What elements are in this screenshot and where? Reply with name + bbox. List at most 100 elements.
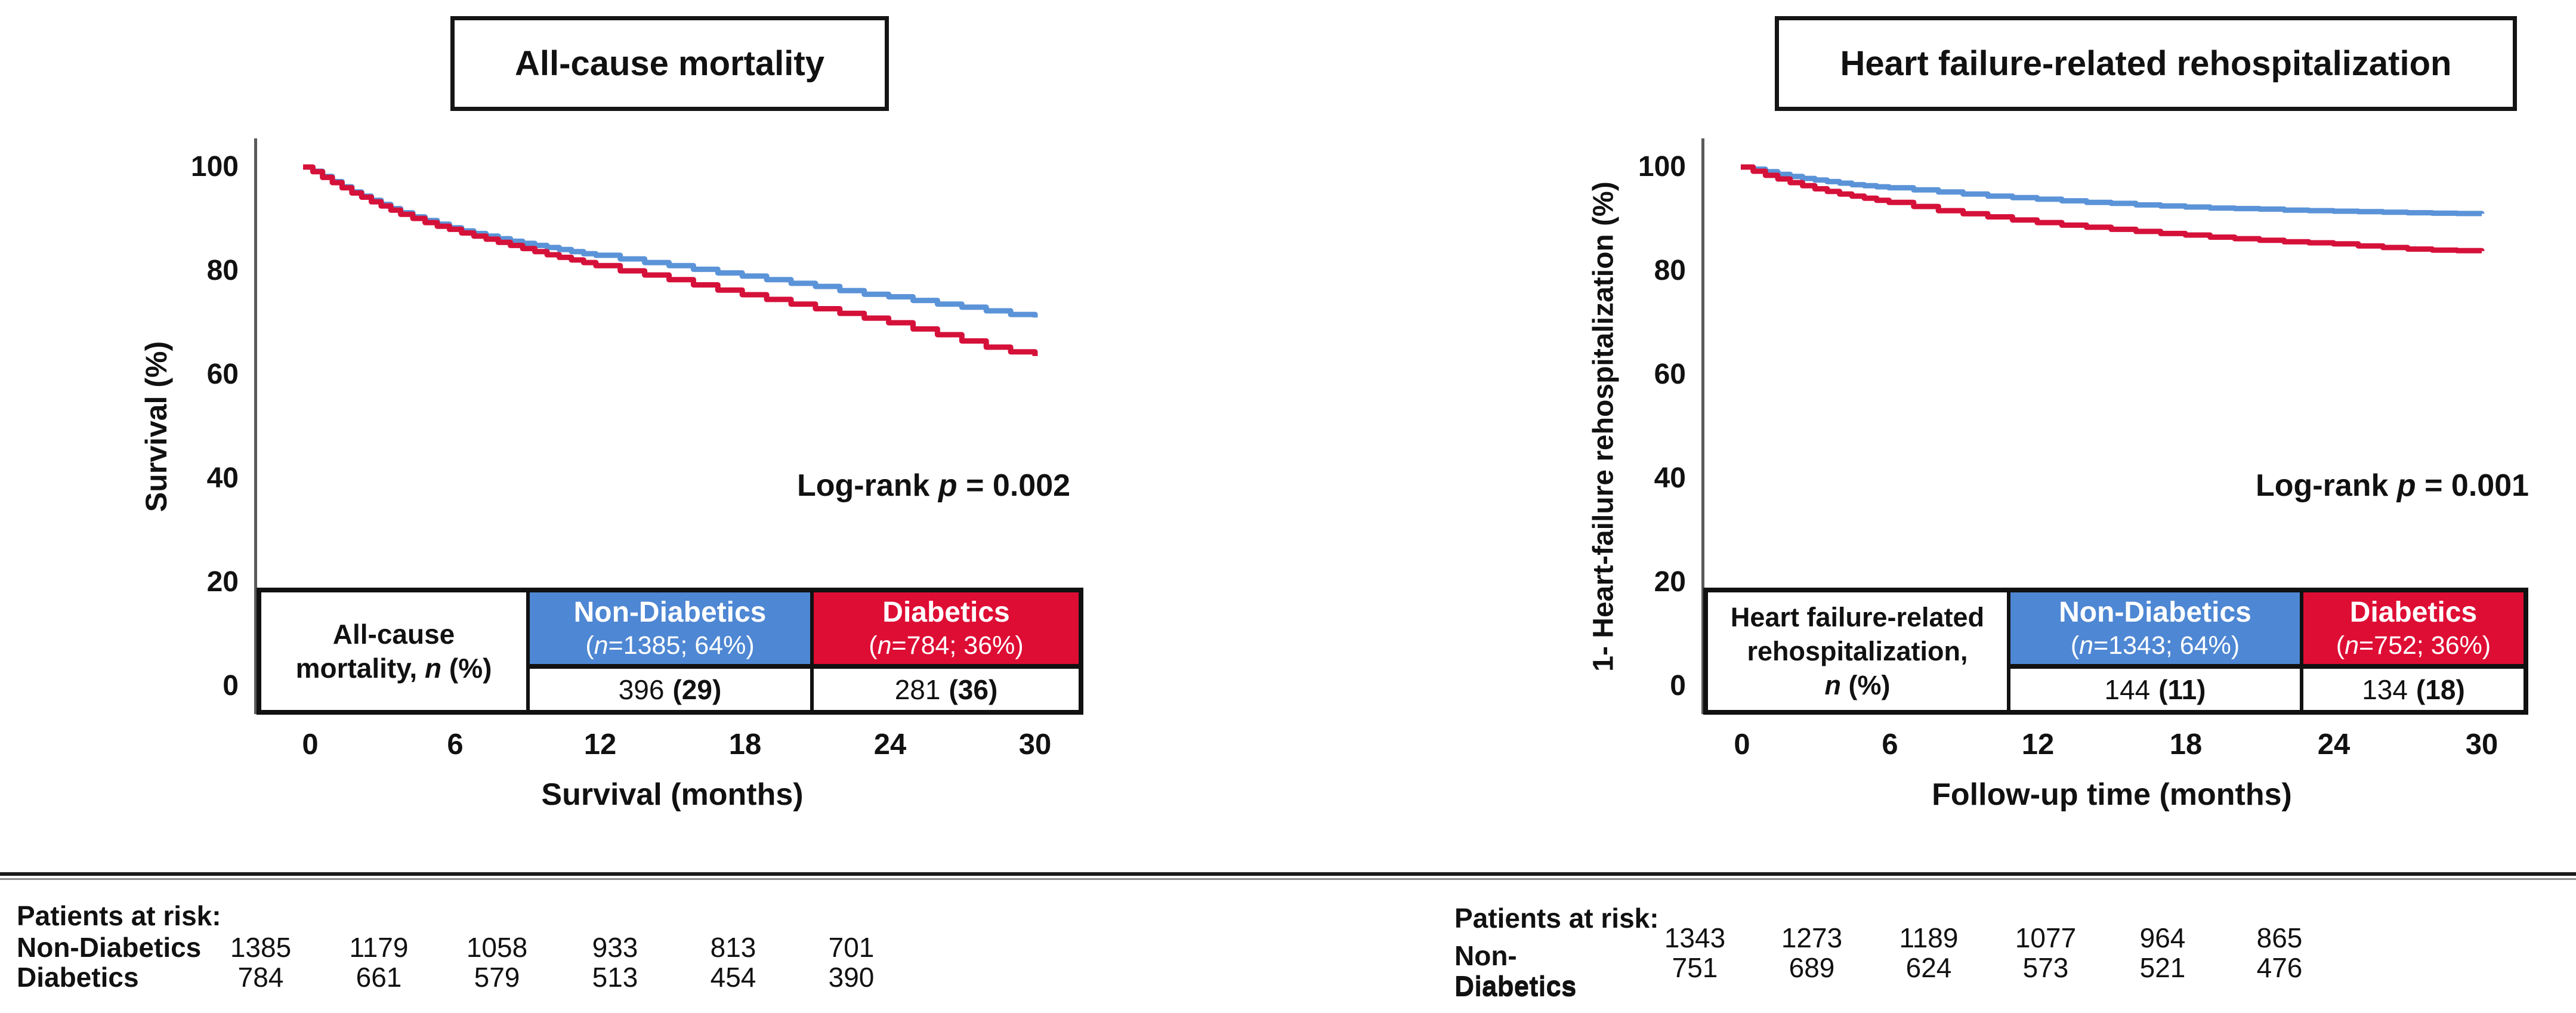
right-xtick-0: 0 [1734, 728, 1750, 761]
left-nd-events-n: 396 [618, 674, 665, 705]
right-xtick-24: 24 [2317, 728, 2350, 761]
right-table-header-diabetics-n: (n=752; 36%) [2336, 630, 2491, 661]
right-at-risk-title: Patients at risk: [1454, 903, 1659, 934]
rnd-n-open: ( [2070, 631, 2080, 660]
right-x-axis-title: Follow-up time (months) [1932, 777, 2292, 812]
right-table-header-diabetics: Diabetics (n=752; 36%) [2303, 592, 2524, 669]
left-logrank-p: p [938, 468, 957, 503]
left-logrank-text: Log-rank [796, 468, 938, 503]
right-y-axis-line [1701, 138, 1704, 714]
right-table-header-diabetics-name: Diabetics [2349, 597, 2478, 628]
left-table-label-line1: All-cause [332, 618, 455, 650]
nd-n-rest: =1385; 64%) [608, 631, 755, 660]
right-ytick-40: 40 [1654, 462, 1686, 494]
right-table-label-line1: Heart failure-related [1730, 602, 1985, 632]
right-table-header-non-diabetics-n: (n=1343; 64%) [2071, 630, 2240, 661]
d-n-italic: n [877, 631, 892, 660]
left-at-risk-row-non-diabetics: Non-Diabetics 1385 1179 1058 933 813 701 [17, 932, 910, 963]
left-table-label-line2-post: (%) [441, 652, 492, 684]
at-risk-value: 865 [2256, 922, 2303, 953]
right-km-curve-non-diabetics [1741, 164, 2485, 217]
right-summary-table: Heart failure-related rehospitalization,… [1703, 588, 2528, 715]
right-ytick-60: 60 [1654, 359, 1686, 390]
left-at-risk-row-diabetics: Diabetics 784 661 579 513 454 390 [17, 962, 910, 993]
right-table-label-line3: n (%) [1825, 668, 1891, 702]
at-risk-value: 1179 [349, 932, 409, 963]
left-km-curve-non-diabetics [303, 164, 1038, 318]
left-ytick-80: 80 [206, 255, 239, 286]
left-d-events-n: 281 [894, 674, 941, 705]
right-d-events-n: 134 [2362, 674, 2408, 705]
left-table-header-non-diabetics-name: Non-Diabetics [573, 597, 767, 628]
right-table-value-non-diabetics: 144 (11) [2010, 669, 2300, 710]
left-ytick-0: 0 [223, 670, 239, 702]
left-summary-table: All-cause mortality, n (%) Non-Diabetics… [257, 588, 1083, 715]
left-xtick-18: 18 [728, 728, 762, 761]
right-xtick-12: 12 [2021, 728, 2055, 761]
left-ytick-60: 60 [206, 359, 239, 390]
left-table-header-non-diabetics-n: (n=1385; 64%) [585, 630, 754, 661]
left-xtick-12: 12 [583, 728, 617, 761]
left-panel-title: All-cause mortality [515, 44, 824, 83]
left-ytick-40: 40 [206, 462, 239, 494]
right-nd-events-pct: (11) [2158, 674, 2206, 705]
right-table-row-header-cell: Heart failure-related rehospitalization,… [1708, 592, 2007, 710]
left-at-risk-title: Patients at risk: [17, 900, 221, 931]
right-at-risk-label-non-diabetics: Non-Diabetics [1454, 940, 1577, 1002]
at-risk-value: 390 [828, 962, 875, 993]
at-risk-value: 624 [1905, 952, 1952, 983]
left-table-header-diabetics-name: Diabetics [882, 597, 1010, 628]
left-ytick-20: 20 [206, 566, 239, 598]
right-table-header-non-diabetics-name: Non-Diabetics [2059, 597, 2251, 628]
at-risk-value: 1385 [230, 932, 292, 963]
right-ytick-20: 20 [1654, 566, 1686, 598]
right-logrank-annotation: Log-rank p = 0.001 [2154, 467, 2576, 505]
left-table-label-line2: mortality, n (%) [296, 651, 492, 685]
d-n-rest: =784; 36%) [891, 631, 1024, 660]
left-panel-title-box: All-cause mortality [450, 16, 889, 111]
rd-n-open: ( [2336, 631, 2345, 660]
left-logrank-annotation: Log-rank p = 0.002 [695, 467, 1172, 505]
right-table-col-non-diabetics: Non-Diabetics (n=1343; 64%) 144 (11) [2007, 592, 2300, 710]
right-xtick-18: 18 [2169, 728, 2203, 761]
at-risk-value: 933 [592, 932, 638, 963]
at-risk-value: 573 [2022, 952, 2069, 983]
right-nd-events-n: 144 [2104, 674, 2151, 705]
left-xtick-0: 0 [302, 728, 319, 761]
rnd-n-rest: =1343; 64%) [2093, 631, 2240, 660]
left-d-events-pct: (36) [949, 674, 998, 705]
right-xtick-6: 6 [1882, 728, 1898, 761]
right-panel-title-box: Heart failure-related rehospitalization [1775, 16, 2517, 111]
d-n-open: ( [869, 631, 878, 660]
at-risk-value: 661 [356, 962, 402, 993]
left-table-header-non-diabetics: Non-Diabetics (n=1385; 64%) [530, 592, 810, 669]
rnd-n-italic: n [2079, 631, 2094, 660]
right-logrank-text: Log-rank [2255, 468, 2397, 503]
right-ytick-100: 100 [1638, 151, 1686, 183]
rd-n-italic: n [2345, 631, 2359, 660]
right-at-risk-row-diabetics: Diabetics 751 689 624 573 521 476 [1454, 952, 2338, 1001]
right-logrank-value: = 0.001 [2416, 468, 2529, 503]
at-risk-value: 751 [1672, 952, 1718, 983]
at-risk-value: 1077 [2015, 922, 2077, 953]
at-risk-value: 1189 [1899, 922, 1959, 953]
at-risk-value: 513 [592, 962, 638, 993]
rd-n-rest: =752; 36%) [2359, 631, 2491, 660]
right-at-risk-row-non-diabetics: Non-Diabetics 1343 1273 1189 1077 964 86… [1454, 922, 2338, 1002]
left-xtick-6: 6 [447, 728, 464, 761]
right-table-header-non-diabetics: Non-Diabetics (n=1343; 64%) [2010, 592, 2300, 669]
left-at-risk-label-non-diabetics: Non-Diabetics [17, 932, 202, 963]
right-table-label-line3-n: n [1824, 670, 1842, 700]
separator-line-bottom [0, 878, 2576, 880]
left-table-col-non-diabetics: Non-Diabetics (n=1385; 64%) 396 (29) [526, 592, 810, 710]
at-risk-value: 454 [710, 962, 756, 993]
right-d-events-pct: (18) [2416, 674, 2465, 705]
left-table-header-diabetics-n: (n=784; 36%) [869, 630, 1023, 661]
at-risk-value: 813 [710, 932, 756, 963]
at-risk-value: 964 [2139, 922, 2186, 953]
right-logrank-p: p [2396, 468, 2416, 503]
right-panel-title: Heart failure-related rehospitalization [1840, 44, 2452, 83]
at-risk-value: 701 [828, 932, 875, 963]
